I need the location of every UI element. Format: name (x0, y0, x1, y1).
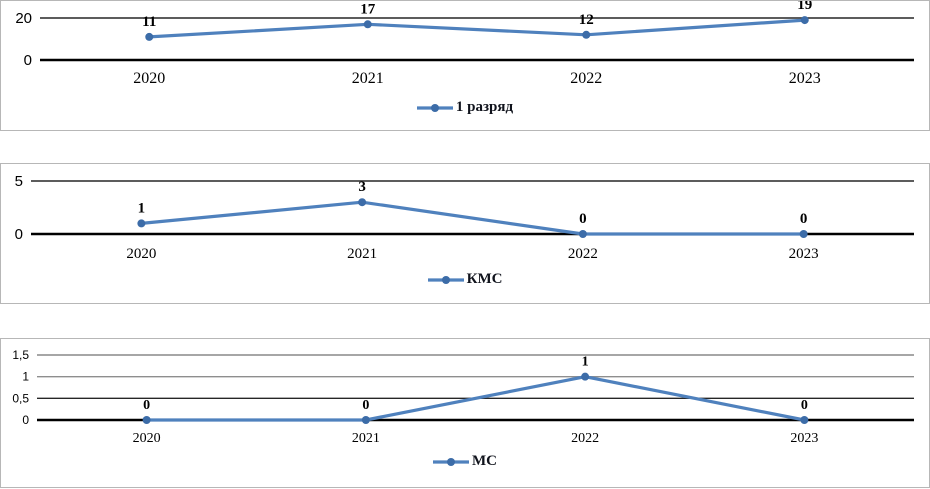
data-label: 12 (579, 12, 594, 28)
data-point-marker (800, 16, 809, 25)
legend-label: МС (472, 453, 497, 469)
line-chart-1-razryad: 20 0 11 17 12 19 2020 2021 2022 2023 (15, 1, 914, 87)
y-tick-label: 20 (15, 10, 32, 27)
x-tick-label: 2023 (789, 70, 821, 87)
data-point-marker (363, 20, 372, 29)
x-tick-label: 2020 (133, 70, 165, 87)
data-point-marker (800, 416, 809, 424)
data-point-marker (581, 372, 590, 381)
y-tick-label: 0,5 (12, 391, 29, 405)
data-label: 0 (800, 211, 808, 227)
data-point-marker (142, 416, 151, 424)
data-label: 1 (138, 200, 146, 216)
x-tick-label: 2021 (347, 246, 377, 262)
chart-panel-1-razryad: 20 0 11 17 12 19 2020 2021 2022 2023 1 разряд (0, 0, 930, 131)
x-tick-label: 2022 (570, 70, 602, 87)
x-tick-label: 2020 (126, 246, 156, 262)
data-label: 3 (358, 179, 366, 195)
data-label: 0 (143, 398, 150, 413)
data-line (145, 375, 806, 422)
y-tick-label: 0 (24, 52, 32, 69)
x-tick-label: 2022 (568, 246, 598, 262)
chart-panel-ms: 1,5 1 0,5 0 0 0 1 0 2020 2021 2022 2023 МС (0, 338, 930, 488)
data-label: 19 (797, 1, 812, 13)
chart-legend: КМС (1, 271, 929, 288)
data-point-marker (361, 416, 370, 424)
legend-line-marker-icon (416, 103, 453, 112)
x-tick-label: 2022 (571, 431, 599, 446)
data-label: 0 (801, 398, 808, 413)
line-chart-kms: 5 0 1 3 0 0 2020 2021 2022 2023 (15, 173, 914, 262)
chart-panel-kms: 5 0 1 3 0 0 2020 2021 2022 2023 КМС (0, 163, 930, 304)
data-line (147, 18, 807, 39)
data-point-marker (582, 30, 591, 39)
data-point-marker (145, 32, 154, 41)
legend-label: КМС (466, 271, 503, 287)
x-tick-label: 2021 (352, 70, 384, 87)
y-tick-label: 1 (22, 370, 29, 384)
line-chart-ms: 1,5 1 0,5 0 0 0 1 0 2020 2021 2022 2023 (12, 348, 914, 446)
legend-line-marker-icon (433, 457, 469, 466)
chart-legend: 1 разряд (1, 99, 929, 116)
data-point-marker (137, 219, 146, 228)
data-label: 11 (142, 14, 156, 30)
data-line (139, 200, 806, 236)
data-label: 17 (360, 1, 376, 17)
x-tick-label: 2020 (133, 431, 161, 446)
data-point-marker (578, 230, 587, 238)
x-tick-label: 2023 (789, 246, 819, 262)
legend-line-marker-icon (427, 275, 464, 284)
x-tick-label: 2023 (790, 431, 818, 446)
x-tick-label: 2021 (352, 431, 380, 446)
data-label: 0 (579, 211, 587, 227)
legend-label: 1 разряд (455, 99, 514, 115)
data-point-marker (799, 230, 808, 238)
y-tick-label: 5 (15, 173, 23, 190)
y-tick-label: 1,5 (12, 348, 29, 362)
chart-legend: МС (1, 453, 929, 470)
data-point-marker (358, 198, 367, 207)
y-tick-label: 0 (15, 226, 23, 243)
data-label: 0 (362, 398, 369, 413)
y-tick-label: 0 (22, 413, 29, 427)
data-label: 1 (582, 355, 589, 370)
